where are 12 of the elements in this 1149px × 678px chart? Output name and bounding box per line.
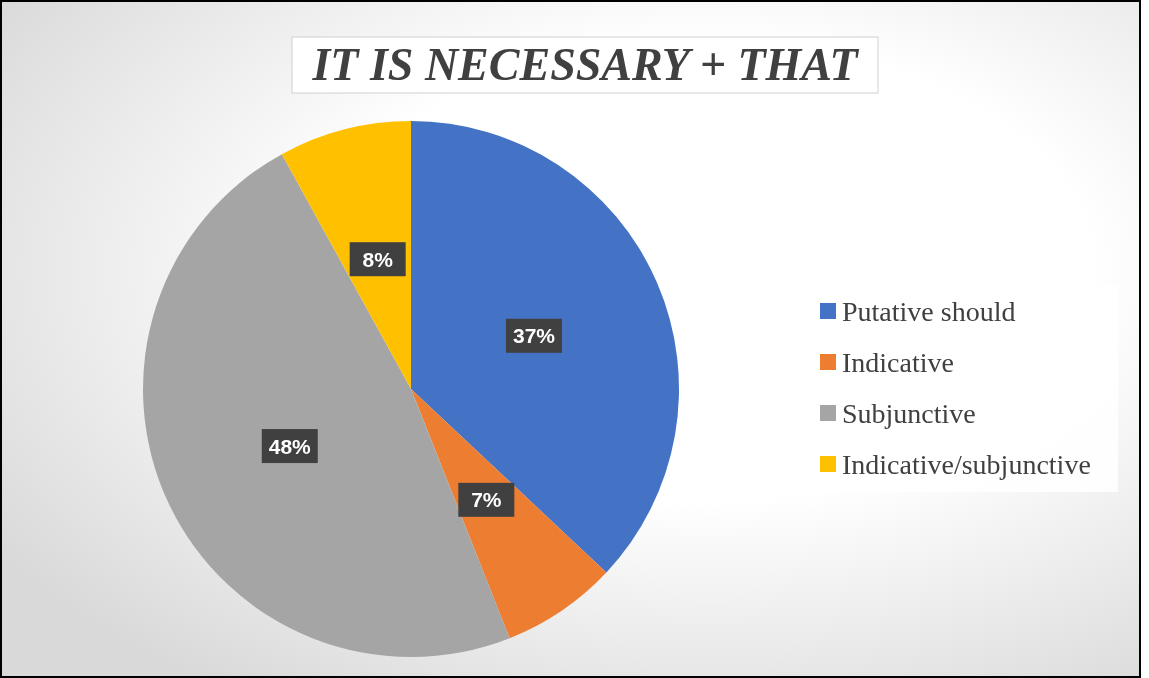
pie-slice	[143, 154, 510, 657]
legend-label: Putative should	[842, 295, 1016, 327]
pie-slice	[411, 121, 679, 573]
data-label: 8%	[362, 247, 394, 271]
data-label: 7%	[471, 488, 502, 512]
chart-title: IT IS NECESSARY + THAT	[311, 39, 860, 90]
pie-slice	[281, 121, 411, 389]
legend-label: Indicative/subjunctive	[842, 448, 1091, 480]
legend-label: Indicative	[842, 346, 954, 378]
legend-label: Subjunctive	[842, 397, 976, 429]
data-label: 37%	[512, 324, 556, 348]
data-label: 48%	[268, 434, 312, 458]
